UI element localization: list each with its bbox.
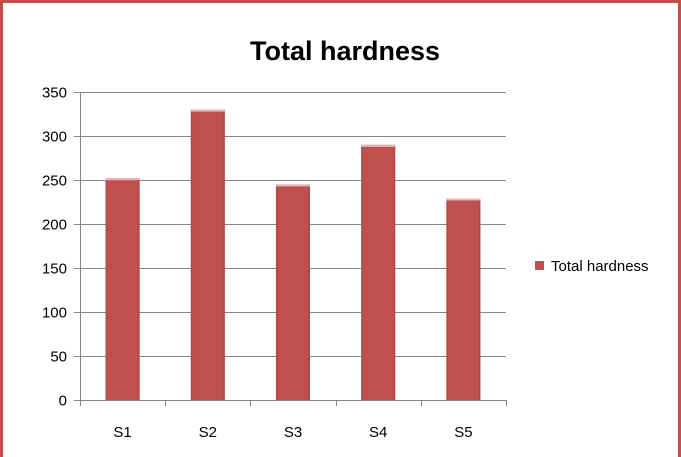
x-tick-label: S2 bbox=[199, 424, 217, 441]
bar-S5 bbox=[446, 198, 481, 400]
y-tick-label: 250 bbox=[42, 173, 67, 190]
y-tick-label: 0 bbox=[59, 393, 67, 410]
bar-S4 bbox=[361, 144, 396, 400]
bar-shade bbox=[105, 178, 140, 400]
y-tick-label: 350 bbox=[42, 85, 67, 102]
bar-shade bbox=[190, 109, 225, 400]
bar-shade bbox=[361, 144, 396, 400]
y-tick-label: 200 bbox=[42, 217, 67, 234]
bar-highlight bbox=[361, 144, 396, 147]
legend-label: Total hardness bbox=[551, 258, 649, 275]
y-tick-label: 100 bbox=[42, 305, 67, 322]
x-axis-ticks: S1 S2 S3 S4 S5 bbox=[80, 400, 507, 441]
y-tick-label: 300 bbox=[42, 129, 67, 146]
y-axis-ticks: 0 50 100 150 200 250 300 350 bbox=[42, 85, 80, 410]
x-tick-label: S5 bbox=[454, 424, 472, 441]
bar-shade bbox=[275, 184, 311, 400]
bar-highlight bbox=[446, 198, 481, 201]
x-tick-label: S3 bbox=[284, 424, 302, 441]
x-tick-label: S1 bbox=[113, 424, 131, 441]
x-tick-label: S4 bbox=[369, 424, 387, 441]
y-tick-label: 50 bbox=[50, 349, 67, 366]
bar-S3 bbox=[275, 184, 311, 400]
legend-swatch-icon bbox=[535, 261, 544, 270]
bar-highlight bbox=[105, 178, 140, 181]
legend: Total hardness bbox=[535, 258, 649, 275]
bars bbox=[105, 109, 481, 400]
y-tick-label: 150 bbox=[42, 261, 67, 278]
bar-shade bbox=[446, 198, 481, 400]
bar-highlight bbox=[190, 109, 225, 112]
bar-S1 bbox=[105, 178, 140, 400]
bar-highlight bbox=[275, 184, 311, 187]
chart-title: Total hardness bbox=[250, 36, 440, 66]
bar-S2 bbox=[190, 109, 225, 400]
axes bbox=[80, 92, 506, 401]
